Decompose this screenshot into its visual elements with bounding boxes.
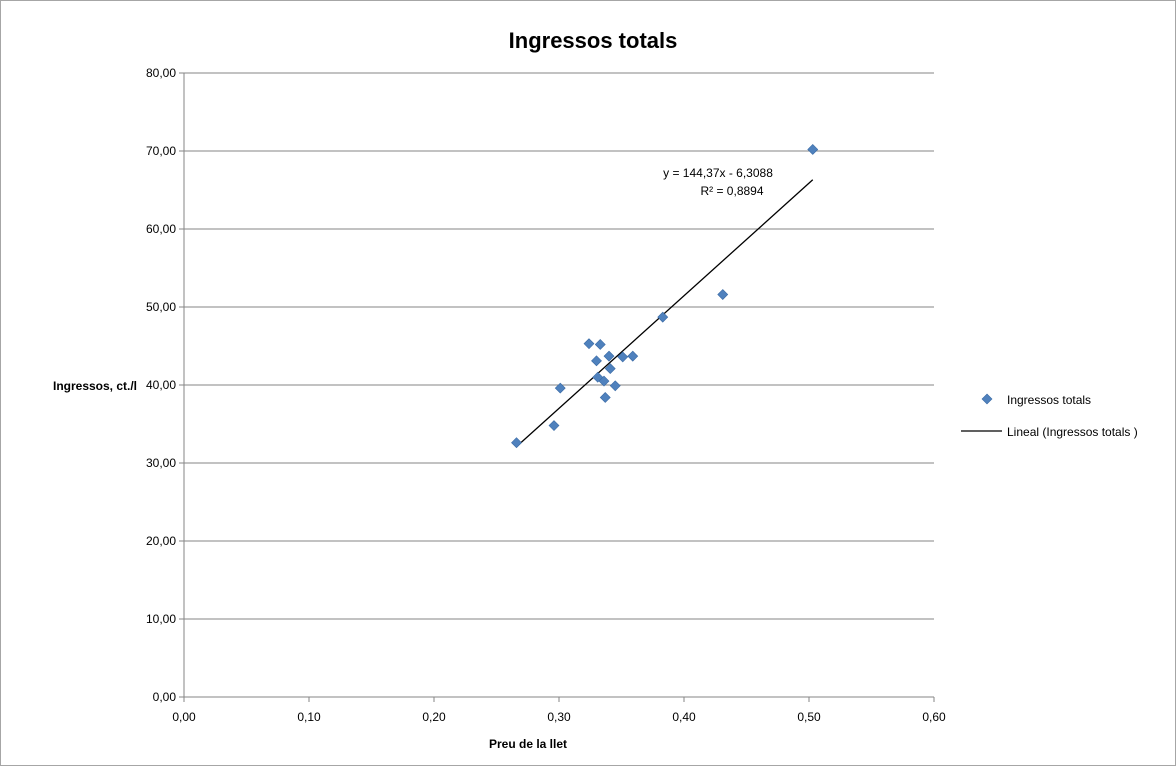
y-axis-title: Ingressos, ct./l [53, 379, 137, 393]
legend-label-series: Ingressos totals [1007, 393, 1091, 407]
trendline-equation: y = 144,37x - 6,3088 [663, 166, 773, 180]
x-tick-label: 0,00 [172, 710, 196, 724]
data-point [511, 437, 522, 449]
data-points [511, 144, 819, 449]
y-tick-label: 40,00 [146, 378, 176, 392]
x-tick-label: 0,20 [422, 710, 446, 724]
data-point [583, 338, 595, 350]
data-point [594, 339, 606, 350]
y-tick-label: 30,00 [146, 456, 176, 470]
x-tick-label: 0,40 [672, 710, 696, 724]
x-tick-label: 0,10 [297, 710, 321, 724]
y-tick-label: 60,00 [146, 222, 176, 236]
y-tick-labels: 0,00 10,00 20,00 30,00 40,00 50,00 60,00 70,00 8… [146, 66, 184, 704]
data-point [717, 289, 729, 300]
y-tick-label: 10,00 [146, 612, 176, 626]
y-tick-label: 0,00 [153, 690, 177, 704]
y-tick-label: 70,00 [146, 144, 176, 158]
data-point [603, 350, 615, 362]
data-point [627, 350, 639, 362]
trendline [516, 179, 814, 448]
x-tick-label: 0,50 [797, 710, 821, 724]
data-point [548, 420, 560, 431]
x-tick-label: 0,60 [922, 710, 946, 724]
gridlines [184, 72, 934, 620]
x-tick-label: 0,30 [547, 710, 571, 724]
data-point [591, 355, 602, 367]
data-point [609, 380, 621, 392]
data-point [604, 363, 616, 375]
trendline-group [516, 179, 814, 448]
x-axis-title: Preu de la llet [489, 737, 567, 751]
trendline-label: y = 144,37x - 6,3088 R² = 0,8894 [663, 166, 773, 198]
y-tick-label: 80,00 [146, 66, 176, 80]
chart-title: Ingressos totals [509, 28, 678, 53]
legend-marker-series [981, 393, 993, 405]
data-point [598, 375, 610, 387]
legend-label-trendline: Lineal (Ingressos totals ) [1007, 425, 1138, 439]
data-point [617, 351, 629, 363]
trendline-r2: R² = 0,8894 [700, 184, 763, 198]
legend-diamond [981, 393, 993, 405]
y-tick-label: 50,00 [146, 300, 176, 314]
data-point [554, 382, 566, 394]
legend: Ingressos totals Lineal (Ingressos total… [961, 393, 1138, 439]
data-point [599, 392, 611, 403]
data-point [807, 144, 819, 155]
y-tick-label: 20,00 [146, 534, 176, 548]
x-tick-labels: 0,00 0,10 0,20 0,30 0,40 0,50 0,60 [172, 697, 946, 724]
data-point [657, 311, 669, 323]
